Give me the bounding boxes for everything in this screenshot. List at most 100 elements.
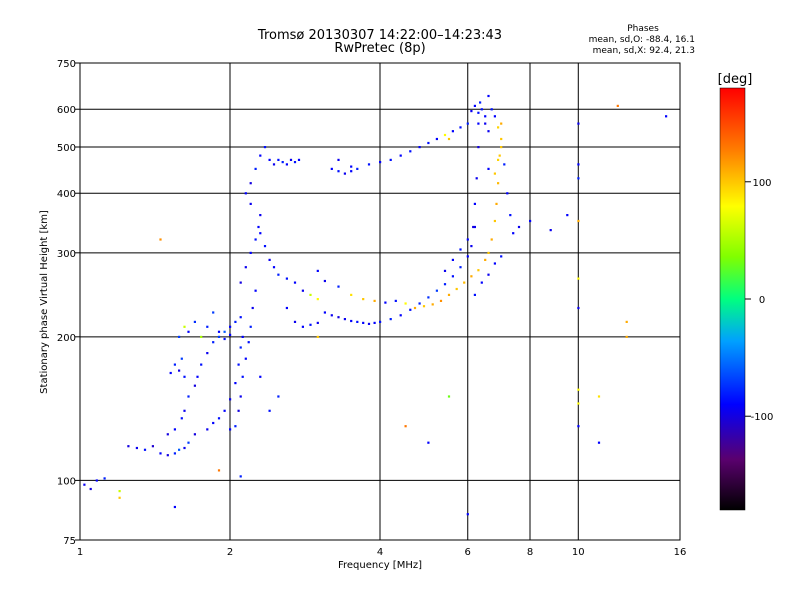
data-point [293, 161, 297, 164]
data-point [169, 371, 172, 375]
y-tick-label: 200 [57, 333, 76, 344]
data-point [277, 158, 280, 161]
data-point [166, 433, 169, 436]
data-point [470, 275, 473, 278]
data-point [447, 395, 451, 398]
data-point [443, 133, 447, 137]
colorbar-label: [deg] [718, 72, 753, 87]
data-point [268, 409, 271, 412]
data-point [362, 321, 365, 324]
data-point [418, 146, 421, 149]
y-tick-label: 500 [57, 143, 76, 154]
y-tick-label: 600 [57, 105, 76, 116]
data-points [83, 94, 668, 516]
x-axis-label: Frequency [MHz] [338, 560, 422, 571]
data-point [472, 225, 475, 229]
data-point [625, 320, 628, 323]
data-point [212, 421, 215, 425]
data-point [89, 487, 92, 491]
data-point [237, 363, 240, 366]
x-tick-label: 1 [77, 547, 83, 558]
data-point [490, 108, 493, 111]
data-point [187, 395, 190, 398]
data-point [493, 219, 496, 223]
data-point [399, 154, 402, 157]
data-point [577, 163, 580, 166]
data-point [237, 409, 240, 412]
data-point [330, 167, 333, 170]
data-point [254, 238, 257, 241]
data-point [118, 496, 121, 499]
data-point [289, 158, 293, 161]
data-point [159, 238, 162, 241]
data-point [268, 158, 271, 161]
data-point [217, 417, 221, 420]
x-tick-label: 16 [674, 547, 687, 558]
data-point [473, 202, 476, 205]
data-point [229, 398, 232, 401]
data-point [389, 318, 392, 321]
data-point [373, 321, 376, 324]
data-point [404, 425, 407, 428]
data-point [193, 433, 196, 436]
data-point [480, 108, 483, 111]
data-point [249, 251, 252, 254]
data-point [337, 158, 340, 161]
data-point [239, 395, 242, 398]
data-point [173, 452, 176, 455]
data-point [229, 325, 232, 328]
data-point [451, 275, 454, 278]
data-point [251, 306, 254, 310]
data-point [183, 325, 186, 328]
data-point [337, 316, 340, 319]
data-point [239, 475, 242, 478]
phase-stats-o: mean, sd,O: -88.4, 16.1 [589, 35, 695, 45]
data-point [173, 505, 176, 509]
data-point [466, 513, 469, 516]
data-point [263, 245, 267, 248]
data-point [217, 330, 221, 333]
data-point [480, 281, 483, 284]
colorbar-tick-label: 0 [759, 295, 765, 306]
data-point [309, 323, 312, 326]
data-point [316, 269, 319, 272]
data-point [490, 238, 493, 241]
data-point [506, 192, 509, 195]
x-tick-label: 4 [377, 547, 383, 558]
data-point [616, 104, 619, 107]
data-point [323, 311, 326, 314]
data-point [577, 219, 580, 223]
data-point [173, 428, 176, 431]
data-point [239, 346, 242, 349]
data-point [447, 137, 451, 141]
data-point [497, 126, 500, 129]
data-point [330, 314, 333, 317]
plot-frame [79, 62, 681, 541]
data-point [234, 320, 237, 323]
data-point [451, 130, 454, 133]
data-point [281, 161, 284, 164]
data-point [323, 279, 326, 283]
y-axis: 75 100 200 300 400 500 600 750 [57, 59, 80, 547]
colorbar [719, 87, 746, 511]
data-point [459, 248, 462, 251]
data-point [475, 177, 478, 180]
data-point [229, 428, 232, 431]
data-point [223, 409, 226, 412]
data-point [463, 281, 466, 284]
data-point [103, 477, 106, 480]
data-point [187, 330, 190, 333]
data-point [577, 306, 580, 310]
data-point [135, 446, 138, 450]
data-point [206, 325, 209, 328]
data-point [285, 306, 288, 310]
data-point [413, 306, 417, 310]
data-point [350, 293, 353, 296]
data-point [443, 269, 447, 272]
data-point [422, 305, 426, 308]
data-point [309, 293, 312, 296]
data-point [665, 115, 668, 118]
data-point [241, 375, 244, 378]
data-point [193, 384, 196, 387]
